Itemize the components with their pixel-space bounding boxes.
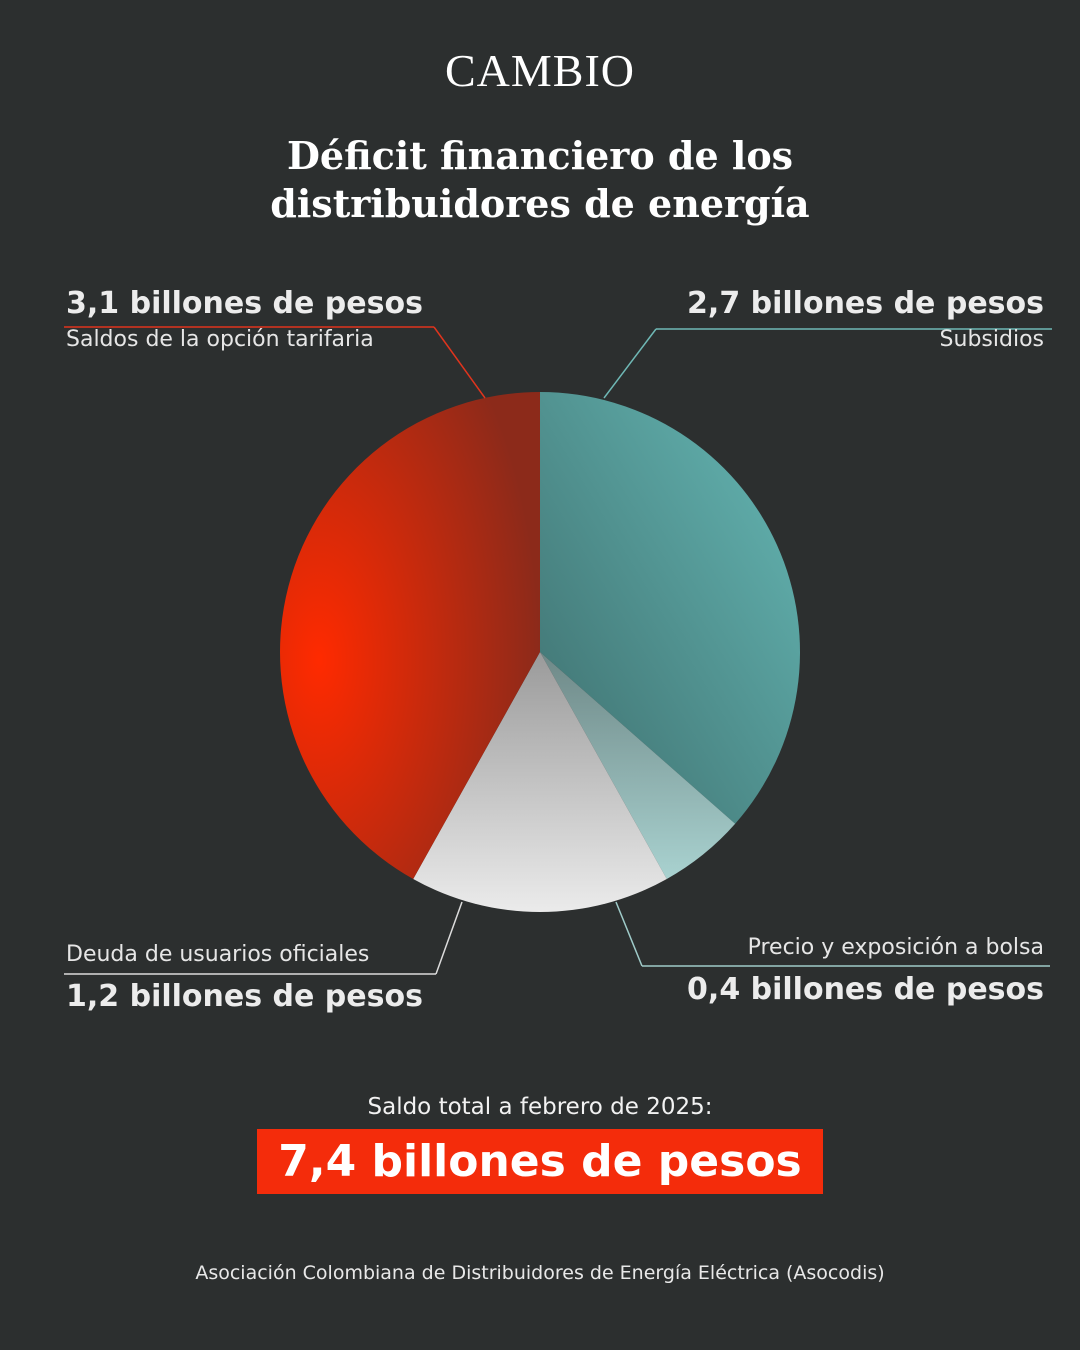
value-opcion-tarifaria: 3,1 billones de pesos xyxy=(66,286,423,321)
slice-deuda-oficiales xyxy=(413,652,667,912)
value-bolsa: 0,4 billones de pesos xyxy=(687,972,1044,1007)
label-bolsa: Precio y exposición a bolsa 0,4 billones… xyxy=(687,935,1044,1007)
slice-opcion-tarifaria xyxy=(280,392,540,879)
total-label: Saldo total a febrero de 2025: xyxy=(367,1094,713,1120)
category-deuda: Deuda de usuarios oficiales xyxy=(66,942,370,967)
leader-line-deuda-diag xyxy=(435,901,463,975)
source-note: Asociación Colombiana de Distribuidores … xyxy=(195,1262,885,1284)
value-deuda: 1,2 billones de pesos xyxy=(66,979,423,1014)
leader-line-bolsa-diag xyxy=(615,901,643,967)
label-subsidios: 2,7 billones de pesos Subsidios xyxy=(687,286,1044,352)
brand-logo: CAMBIO xyxy=(444,45,636,96)
title-line-2: distribuidores de energía xyxy=(270,181,810,226)
slice-precio-bolsa xyxy=(540,652,736,879)
label-deuda: Deuda de usuarios oficiales 1,2 billones… xyxy=(66,942,423,1014)
slice-subsidios xyxy=(540,392,800,824)
category-bolsa: Precio y exposición a bolsa xyxy=(747,935,1044,960)
value-subsidios: 2,7 billones de pesos xyxy=(687,286,1044,321)
chart-title: Déficit financiero de los distribuidores… xyxy=(140,132,940,228)
total-value-badge: 7,4 billones de pesos xyxy=(257,1129,823,1194)
category-opcion-tarifaria: Saldos de la opción tarifaria xyxy=(66,327,374,352)
leader-line-opcion-tarifaria-diag xyxy=(433,326,486,399)
label-opcion-tarifaria: 3,1 billones de pesos Saldos de la opció… xyxy=(66,286,423,352)
leader-line-subsidios-diag xyxy=(603,328,657,399)
title-line-1: Déficit financiero de los xyxy=(286,133,794,178)
category-subsidios: Subsidios xyxy=(939,327,1044,352)
